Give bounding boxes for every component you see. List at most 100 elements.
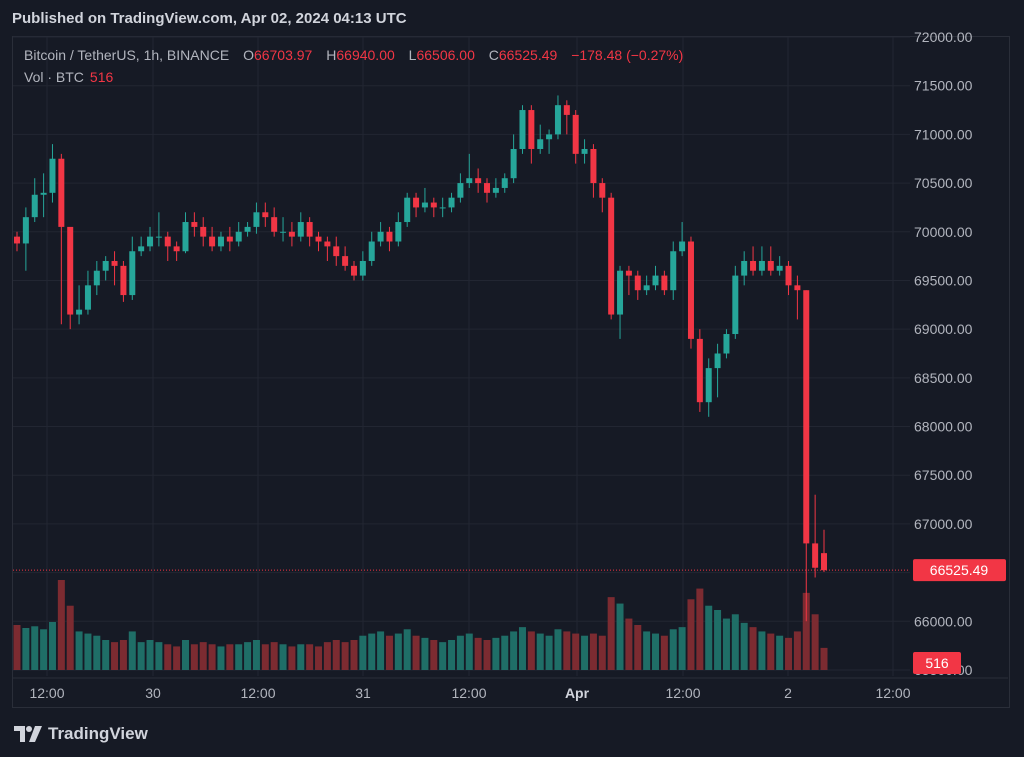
candle-body — [14, 236, 20, 244]
volume-bar — [527, 631, 535, 670]
x-tick-label: 30 — [145, 685, 161, 701]
volume-bar — [368, 633, 376, 670]
volume-bar — [678, 627, 686, 670]
tradingview-logo-icon — [14, 726, 42, 742]
volume-bar — [102, 640, 110, 670]
candle-body — [617, 270, 624, 315]
high-label: H — [326, 47, 337, 63]
volume-bar — [350, 640, 358, 670]
volume-bar — [421, 637, 429, 670]
y-tick-label: 71000.00 — [914, 126, 973, 142]
candle-body — [687, 241, 694, 339]
volume-bar — [279, 644, 287, 670]
candle-body — [226, 236, 233, 242]
volume-bar — [199, 642, 207, 670]
candle-body — [120, 265, 127, 296]
volume-bar — [439, 642, 447, 670]
candle-body — [767, 260, 774, 271]
volume-bar — [332, 640, 340, 670]
close-label: C — [488, 47, 499, 63]
volume-bar — [518, 627, 526, 670]
candle-body — [776, 265, 783, 271]
symbol-title[interactable]: Bitcoin / TetherUS, 1h, BINANCE — [24, 47, 230, 63]
volume-bar — [749, 627, 757, 670]
volume-label[interactable]: Vol · BTC — [24, 69, 84, 85]
candle-body — [794, 285, 801, 291]
last-volume-label: 516 — [925, 655, 949, 671]
candle-body — [519, 110, 526, 149]
candle-body — [324, 241, 331, 247]
volume-bar — [84, 633, 92, 670]
candle-body — [333, 246, 340, 257]
volume-bar — [731, 614, 739, 670]
candle-body — [732, 275, 739, 335]
volume-bar — [581, 635, 589, 670]
candle-body — [741, 260, 748, 276]
candle-body — [342, 256, 349, 266]
close-value: 66525.49 — [498, 47, 558, 63]
last-price-label: 66525.49 — [930, 562, 989, 578]
chart-panel[interactable] — [12, 36, 1010, 708]
candle-body — [315, 236, 322, 242]
candle-body — [599, 183, 606, 198]
candle-body — [484, 183, 491, 193]
candle-body — [306, 222, 313, 237]
candle-body — [404, 197, 411, 223]
published-caption: Published on TradingView.com, Apr 02, 20… — [12, 10, 407, 27]
last-volume-badge — [913, 652, 961, 674]
volume-legend: Vol · BTC 516 — [24, 69, 113, 85]
volume-bar — [315, 646, 323, 670]
candle-body — [350, 265, 357, 276]
candle-body — [634, 275, 641, 291]
candle-body — [235, 231, 242, 242]
candle-body — [714, 353, 721, 369]
candle-body — [76, 309, 83, 315]
volume-bar — [48, 622, 56, 670]
candle-body — [22, 217, 29, 244]
volume-bar — [306, 644, 314, 670]
volume-bar — [146, 640, 154, 670]
volume-bar — [377, 631, 385, 670]
candle-body — [262, 212, 269, 218]
candle-body — [696, 338, 703, 403]
candle-body — [501, 178, 508, 188]
volume-bar — [714, 610, 722, 670]
volume-bar — [740, 622, 748, 670]
volume-bar — [155, 642, 163, 670]
volume-bar — [510, 631, 518, 670]
volume-bar — [217, 646, 225, 670]
y-tick-label: 67500.00 — [914, 467, 973, 483]
volume-bar — [625, 618, 633, 670]
volume-bar — [536, 633, 544, 670]
volume-bar — [181, 640, 189, 670]
x-tick-label: 2 — [784, 685, 792, 701]
volume-bar — [385, 635, 393, 670]
x-tick-label: Apr — [565, 685, 590, 701]
tradingview-logo[interactable]: TradingView — [14, 724, 148, 744]
candle-body — [492, 187, 499, 193]
volume-bar — [767, 633, 775, 670]
volume-bar — [111, 642, 119, 670]
open-label: O — [243, 47, 254, 63]
volume-bar — [722, 618, 730, 670]
volume-bar — [412, 635, 420, 670]
volume-bar — [572, 633, 580, 670]
y-tick-label: 70000.00 — [914, 224, 973, 240]
x-tick-label: 12:00 — [451, 685, 486, 701]
volume-bar — [173, 646, 181, 670]
x-tick-label: 12:00 — [29, 685, 64, 701]
candle-body — [253, 212, 260, 227]
candle-body — [528, 110, 535, 149]
low-label: L — [408, 47, 417, 63]
candle-body — [670, 251, 677, 291]
volume-bar — [57, 580, 65, 670]
candle-body — [280, 231, 287, 233]
y-tick-label: 71500.00 — [914, 78, 973, 94]
candle-body — [554, 105, 561, 135]
symbol-legend: Bitcoin / TetherUS, 1h, BINANCE O66703.9… — [24, 47, 683, 63]
volume-bar — [669, 629, 677, 670]
volume-bar — [474, 637, 482, 670]
volume-bar — [323, 642, 331, 670]
candle-body — [288, 231, 295, 237]
